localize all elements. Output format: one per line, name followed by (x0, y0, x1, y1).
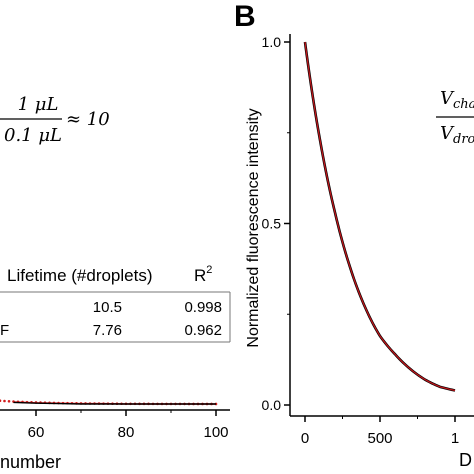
panel-b-y-tick-label: 0.0 (262, 397, 282, 413)
fit-table-row-1-lifetime: 10.5 (93, 299, 122, 316)
panel-a-series-line (13, 401, 216, 405)
fit-table-row-2-label: F (0, 322, 9, 339)
panel-b-y-tick-label: 1.0 (262, 34, 282, 50)
panel-b-x-tick-label: 500 (367, 430, 392, 447)
equation-left-denominator: 0.1 μL (4, 125, 62, 146)
panel-a-xlabel: number (0, 452, 61, 472)
equation-left-approx: ≈ 10 (66, 109, 110, 130)
panel-b-x-tick-label: 0 (301, 430, 309, 447)
equation-left: 1 μL 0.1 μL ≈ 10 (0, 94, 110, 146)
panel-a-point (0, 399, 2, 402)
panel-b-fit-line (304, 41, 456, 392)
panel-b-measured-line (303, 41, 456, 392)
panel-b-y-tick-label: 0.5 (262, 216, 282, 232)
panel-b-ylabel: Normalized fluorescence intensity (245, 108, 262, 347)
panel-a-point (3, 399, 6, 403)
panel-b-plot: Normalized fluorescence intensity 0.0 0.5… (245, 34, 474, 470)
fit-table-row-2-r2: 0.962 (184, 322, 222, 339)
panel-b-x-tick-label: 1 (451, 430, 459, 447)
panel-b-xlabel: D (459, 450, 472, 470)
equation-right-denominator: Vdro (440, 123, 474, 147)
fit-table-header-r2: R2 (194, 264, 212, 285)
equation-left-numerator: 1 μL (18, 94, 59, 115)
fit-table-row-2-lifetime: 7.76 (93, 322, 122, 339)
panel-b-label: B (234, 0, 256, 33)
equation-right-numerator: Vcha (440, 88, 474, 112)
panel-a-x-tick-label: 100 (203, 424, 228, 441)
fit-table-header-lifetime: Lifetime (#droplets) (7, 266, 153, 285)
equation-right: Vcha Vdro (436, 88, 474, 147)
fit-table-row-1-r2: 0.998 (184, 299, 222, 316)
panel-a-point (7, 399, 11, 403)
panel-a-x-tick-label: 60 (28, 424, 45, 441)
fit-table: Lifetime (#droplets) R2 10.5 0.998 F 7.7… (0, 264, 231, 343)
panel-a-x-tick-label: 80 (118, 424, 135, 441)
panel-a-plot: 60 80 100 number (0, 399, 230, 472)
